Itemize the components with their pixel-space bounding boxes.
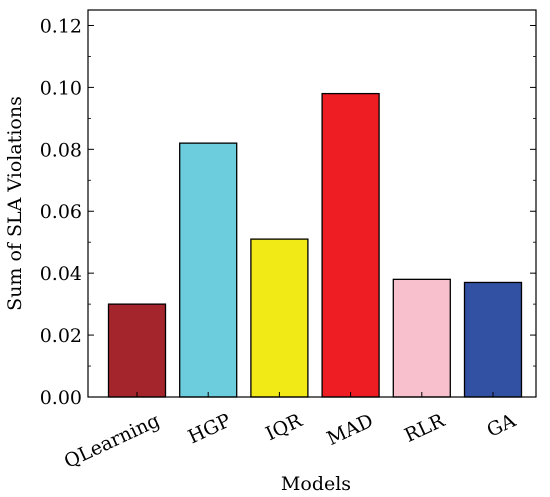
bar-iqr (250, 238, 309, 398)
x-axis: QLearning HGP IQR MAD RLR GA (61, 392, 519, 473)
y-tick-label: 0.06 (40, 201, 82, 223)
bar-rlr (392, 278, 451, 398)
x-tick-label-iqr: IQR (262, 409, 306, 445)
y-tick-label: 0.00 (40, 387, 82, 409)
y-axis-title: Sum of SLA Violations (4, 96, 26, 311)
bar-qlearning (107, 303, 167, 398)
x-tick-label-mad: MAD (324, 410, 377, 450)
y-axis: 0.00 0.02 0.04 0.06 0.08 0.10 0.12 (40, 15, 536, 409)
y-tick-label: 0.10 (40, 77, 82, 99)
x-tick-label-ga: GA (484, 409, 520, 441)
bar-hgp (179, 142, 238, 398)
x-tick-label-rlr: RLR (401, 409, 448, 447)
x-tick-label-qlearning: QLearning (61, 410, 163, 473)
y-tick-label: 0.12 (40, 15, 82, 37)
bar-mad (321, 92, 380, 398)
x-tick-label-hgp: HGP (185, 410, 235, 449)
bar-ga (463, 281, 523, 398)
x-axis-title: Models (281, 473, 351, 495)
bars-group (107, 92, 523, 398)
y-tick-label: 0.02 (40, 325, 82, 347)
plot-frame (87, 9, 537, 398)
y-tick-label: 0.08 (40, 139, 82, 161)
y-tick-label: 0.04 (40, 263, 82, 285)
